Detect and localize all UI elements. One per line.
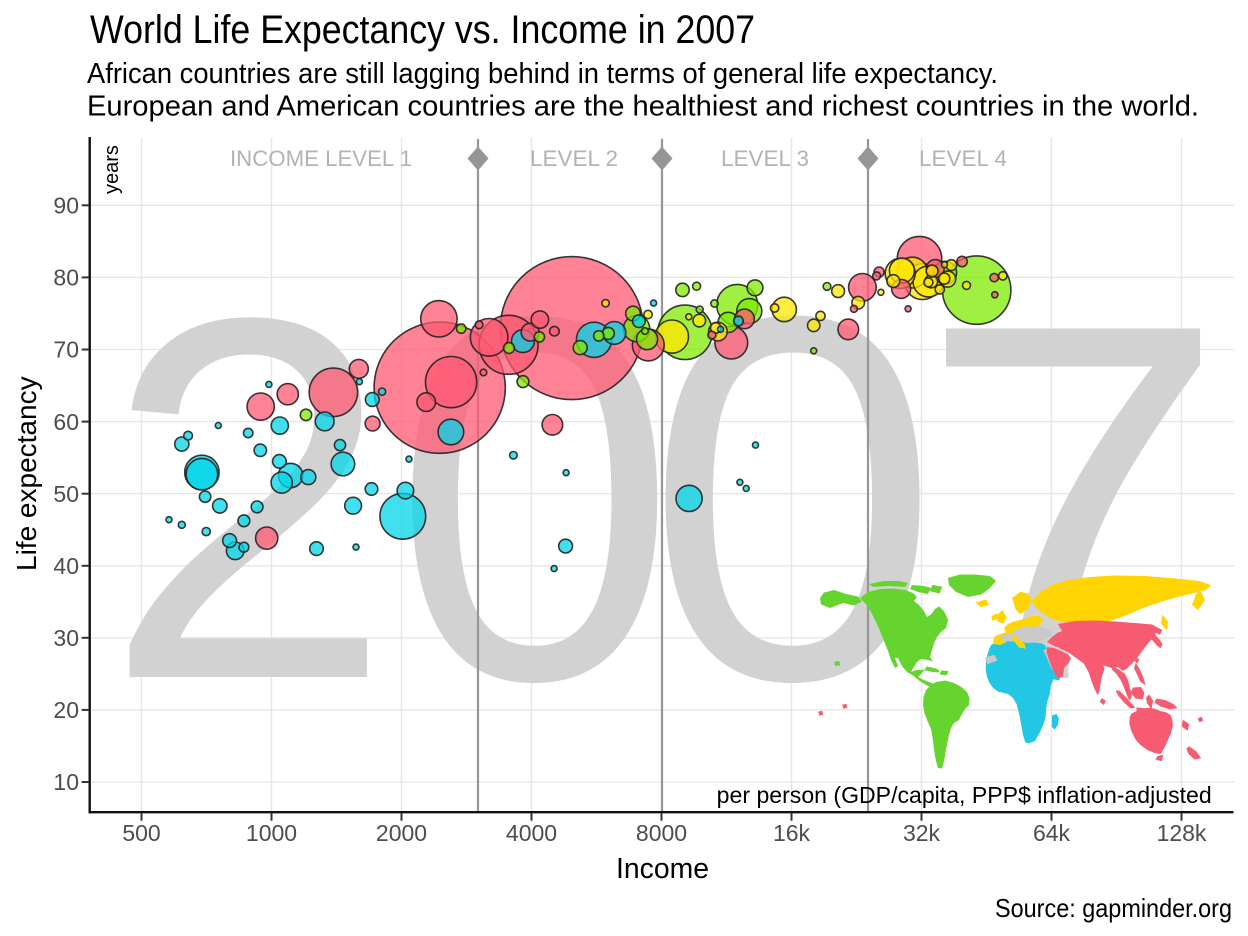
svg-text:16k: 16k <box>773 820 811 846</box>
svg-text:90: 90 <box>53 193 79 219</box>
svg-text:60: 60 <box>53 409 79 435</box>
svg-text:World Life Expectancy vs. Inco: World Life Expectancy vs. Income in 2007 <box>90 8 755 52</box>
svg-text:Life expectancy: Life expectancy <box>11 376 42 571</box>
svg-text:2000: 2000 <box>376 820 427 846</box>
svg-text:Source: gapminder.org: Source: gapminder.org <box>995 893 1232 923</box>
svg-text:128k: 128k <box>1157 820 1207 846</box>
svg-text:INCOME LEVEL 1: INCOME LEVEL 1 <box>230 146 412 171</box>
svg-text:LEVEL 4: LEVEL 4 <box>919 146 1007 171</box>
svg-text:LEVEL 2: LEVEL 2 <box>530 146 618 171</box>
svg-text:40: 40 <box>53 553 79 579</box>
svg-text:European and American countrie: European and American countries are the … <box>87 91 1199 123</box>
svg-text:Income: Income <box>616 853 709 885</box>
svg-text:African countries are still la: African countries are still lagging behi… <box>87 58 998 90</box>
svg-text:per person (GDP/capita, PPP$ i: per person (GDP/capita, PPP$ inflation-a… <box>717 782 1212 808</box>
svg-text:20: 20 <box>53 697 79 723</box>
svg-text:10: 10 <box>53 769 79 795</box>
svg-text:1000: 1000 <box>246 820 297 846</box>
svg-text:4000: 4000 <box>506 820 557 846</box>
svg-text:30: 30 <box>53 625 79 651</box>
svg-text:80: 80 <box>53 265 79 291</box>
svg-text:70: 70 <box>53 337 79 363</box>
svg-text:50: 50 <box>53 481 79 507</box>
svg-text:years: years <box>101 145 123 194</box>
svg-text:8000: 8000 <box>636 820 687 846</box>
svg-text:LEVEL 3: LEVEL 3 <box>721 146 809 171</box>
svg-text:500: 500 <box>122 820 160 846</box>
svg-text:32k: 32k <box>903 820 941 846</box>
svg-text:64k: 64k <box>1033 820 1071 846</box>
svg-text:2: 2 <box>103 211 393 787</box>
